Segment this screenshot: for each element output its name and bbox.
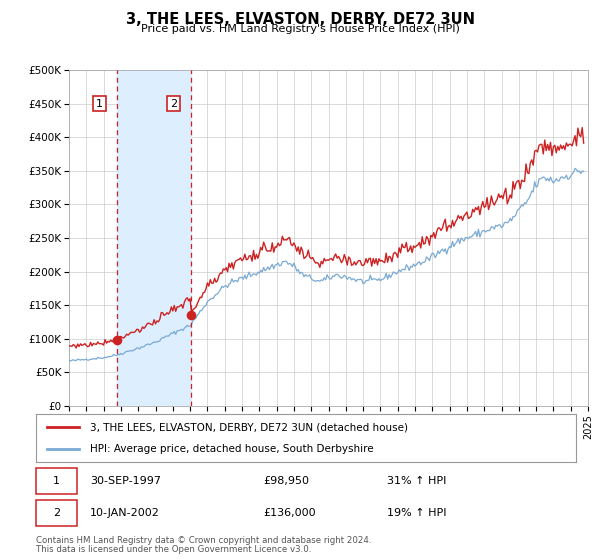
- Text: 3, THE LEES, ELVASTON, DERBY, DE72 3UN: 3, THE LEES, ELVASTON, DERBY, DE72 3UN: [125, 12, 475, 27]
- Point: [112, 335, 121, 344]
- Text: 2: 2: [170, 99, 177, 109]
- Text: £136,000: £136,000: [263, 508, 316, 518]
- Text: Contains HM Land Registry data © Crown copyright and database right 2024.: Contains HM Land Registry data © Crown c…: [36, 536, 371, 545]
- Text: This data is licensed under the Open Government Licence v3.0.: This data is licensed under the Open Gov…: [36, 545, 311, 554]
- FancyBboxPatch shape: [36, 500, 77, 526]
- Text: 1: 1: [96, 99, 103, 109]
- Point: [186, 310, 196, 319]
- FancyBboxPatch shape: [36, 468, 77, 494]
- Text: Price paid vs. HM Land Registry's House Price Index (HPI): Price paid vs. HM Land Registry's House …: [140, 24, 460, 34]
- Text: 2: 2: [53, 508, 60, 518]
- Text: 30-SEP-1997: 30-SEP-1997: [90, 476, 161, 486]
- Text: 3, THE LEES, ELVASTON, DERBY, DE72 3UN (detached house): 3, THE LEES, ELVASTON, DERBY, DE72 3UN (…: [90, 422, 408, 432]
- Text: HPI: Average price, detached house, South Derbyshire: HPI: Average price, detached house, Sout…: [90, 444, 374, 454]
- Text: 31% ↑ HPI: 31% ↑ HPI: [387, 476, 446, 486]
- Bar: [116, 70, 191, 406]
- Text: 19% ↑ HPI: 19% ↑ HPI: [387, 508, 446, 518]
- Text: £98,950: £98,950: [263, 476, 309, 486]
- Text: 10-JAN-2002: 10-JAN-2002: [90, 508, 160, 518]
- Text: 1: 1: [53, 476, 60, 486]
